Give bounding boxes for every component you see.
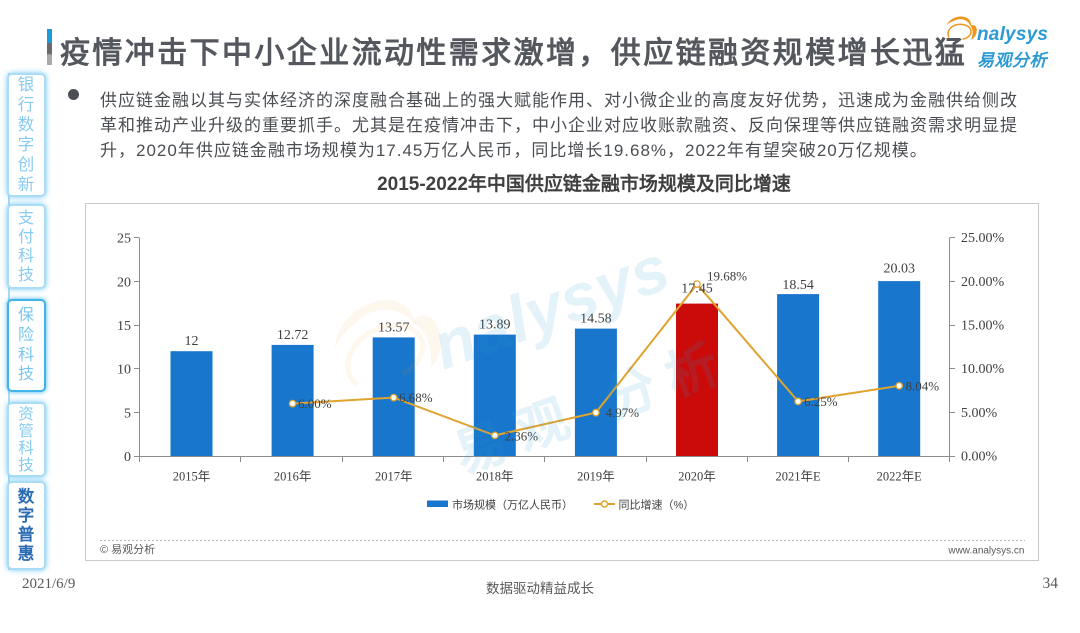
svg-text:2015年: 2015年 [173, 470, 211, 484]
svg-text:市场规模（万亿人民币）: 市场规模（万亿人民币） [452, 498, 573, 512]
svg-text:© 易观分析: © 易观分析 [100, 542, 155, 556]
svg-text:5.00%: 5.00% [961, 406, 998, 421]
svg-text:20.03: 20.03 [883, 262, 915, 277]
svg-text:25.00%: 25.00% [961, 231, 1005, 246]
svg-text:12.72: 12.72 [277, 328, 309, 343]
svg-text:2019年: 2019年 [577, 470, 615, 484]
svg-text:8.04%: 8.04% [906, 378, 940, 393]
svg-text:15: 15 [117, 319, 131, 334]
svg-text:19.68%: 19.68% [707, 269, 747, 284]
svg-text:15.00%: 15.00% [961, 319, 1005, 334]
svg-text:6.68%: 6.68% [399, 390, 433, 405]
svg-text:10.00%: 10.00% [961, 362, 1005, 377]
svg-text:13.57: 13.57 [378, 320, 410, 335]
svg-text:6.25%: 6.25% [804, 394, 838, 409]
svg-text:20: 20 [117, 275, 131, 290]
svg-text:2021年E: 2021年E [776, 470, 822, 484]
svg-text:14.58: 14.58 [580, 312, 612, 327]
svg-text:2016年: 2016年 [274, 470, 312, 484]
svg-text:2017年: 2017年 [375, 470, 413, 484]
svg-text:13.89: 13.89 [479, 318, 511, 333]
svg-text:2018年: 2018年 [476, 470, 514, 484]
svg-text:2.36%: 2.36% [505, 429, 539, 444]
svg-text:18.54: 18.54 [782, 278, 814, 293]
svg-text:同比增速（%）: 同比增速（%） [619, 498, 695, 512]
svg-text:2020年: 2020年 [678, 470, 716, 484]
svg-text:www.analysys.cn: www.analysys.cn [947, 546, 1024, 557]
svg-text:6.00%: 6.00% [298, 396, 332, 411]
svg-text:20.00%: 20.00% [961, 275, 1005, 290]
svg-text:17.45: 17.45 [681, 282, 713, 297]
svg-text:12: 12 [185, 334, 199, 349]
svg-text:5: 5 [124, 406, 131, 421]
svg-text:10: 10 [117, 363, 131, 378]
svg-text:2015-2022年中国供应链金融市场规模及同比增速: 2015-2022年中国供应链金融市场规模及同比增速 [377, 172, 791, 195]
svg-text:0.00%: 0.00% [961, 450, 998, 465]
svg-text:2022年E: 2022年E [877, 470, 923, 484]
svg-text:4.97%: 4.97% [606, 405, 640, 420]
svg-text:25: 25 [117, 232, 131, 247]
svg-text:0: 0 [124, 450, 131, 465]
